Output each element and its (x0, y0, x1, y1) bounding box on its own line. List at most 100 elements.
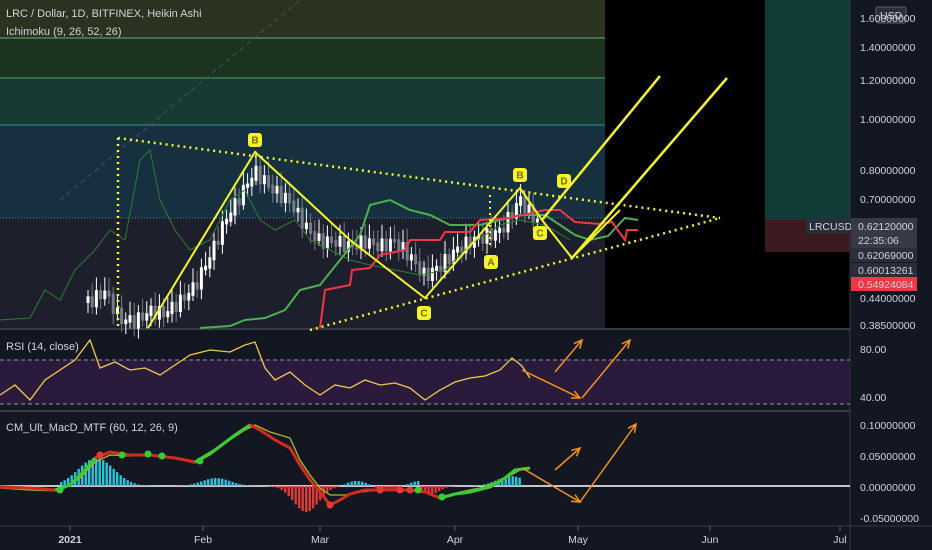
macd-histogram-bar (445, 486, 448, 488)
candle-body (321, 233, 325, 249)
macd-histogram-bar (193, 483, 196, 486)
candle-body (527, 204, 531, 214)
macd-histogram-bar (67, 478, 70, 486)
rsi-layer (0, 338, 531, 401)
candle-body (250, 177, 254, 187)
macd-histogram-bar (245, 485, 248, 486)
macd-histogram-bar (301, 486, 304, 512)
forecast-arrowhead (627, 422, 638, 433)
forecast-arrowhead (573, 338, 584, 349)
macd-histogram-bar (109, 465, 112, 486)
candle-body (519, 196, 523, 206)
macd-histogram-bar (112, 468, 115, 486)
wave-label-box (417, 306, 431, 320)
candle-body (426, 267, 430, 282)
candle-body (233, 198, 237, 216)
macd-histogram-bar (200, 481, 203, 486)
candle-body (514, 202, 518, 219)
candle-body (111, 293, 115, 315)
price-tag (851, 248, 917, 262)
candle-body (309, 222, 313, 234)
candle-body (292, 200, 296, 213)
candle-body (502, 227, 506, 233)
price-tick-label: 1.60000000 (860, 13, 916, 25)
macd-histogram-bar (60, 482, 63, 486)
candle-body (510, 212, 514, 219)
candle-body (275, 185, 279, 194)
candle-body (208, 257, 212, 269)
macd-cross-dot (438, 493, 446, 501)
macd-histogram-bar (501, 477, 504, 486)
macd-histogram-bar (95, 458, 98, 486)
macd-histogram-bar (133, 483, 136, 486)
candle-body (435, 265, 439, 271)
candle-body (115, 307, 119, 315)
macd-histogram-bar (343, 484, 346, 486)
macd-histogram-bar (91, 458, 94, 486)
candle-body (128, 315, 132, 323)
candle-body (405, 242, 409, 261)
candle-body (199, 267, 203, 290)
macd-histogram-bar (277, 486, 280, 489)
macd-cross-dot (96, 451, 104, 459)
macd-cross-dot (414, 486, 422, 494)
price-tick-label: 0.80000000 (860, 165, 916, 177)
macd-histogram-bar (361, 481, 364, 486)
currency-badge[interactable] (875, 6, 907, 24)
forecast-arrow (554, 447, 581, 471)
candle-body (86, 296, 90, 303)
macd-histogram-bar (98, 458, 101, 486)
position-profit-zone (765, 0, 850, 220)
rsi-line (0, 338, 531, 401)
currency-badge-label: USD (880, 10, 903, 22)
macd-histogram-bar (438, 486, 441, 492)
forecast-arrow (581, 339, 631, 399)
forecast-arrow (521, 369, 581, 399)
macd-histogram-bar (410, 482, 413, 486)
symbol-tag-label: LRCUSD (809, 221, 853, 233)
macd-histogram-bar (210, 478, 213, 486)
fib-zone-top (0, 0, 605, 38)
time-tick-label: Feb (194, 534, 212, 546)
time-tick-label: 2021 (58, 534, 82, 546)
candle-body (94, 290, 98, 308)
candle-body (498, 227, 502, 234)
candle-body (271, 184, 275, 194)
macd-histogram-bar (235, 483, 238, 486)
forecast-arrowhead (570, 390, 582, 399)
pattern-layer: B C B A C D (116, 75, 728, 332)
rsi-tick-label: 40.00 (860, 392, 886, 404)
candle-body (90, 296, 94, 308)
price-tick-label: 1.20000000 (860, 75, 916, 87)
candle-body (288, 192, 292, 204)
macd-histogram-bar (312, 486, 315, 509)
candle-body (103, 290, 107, 300)
candle-body (178, 294, 182, 313)
time-tick-label: May (568, 534, 589, 546)
macd-cross-dot (326, 501, 334, 509)
price-tag-label: 0.54924084 (858, 279, 914, 291)
macd-histogram-bar (182, 485, 185, 486)
macd-label: CM_Ult_MacD_MTF (60, 12, 26, 9) (6, 422, 178, 434)
rsi-label: RSI (14, close) (6, 341, 79, 353)
macd-histogram-bar (70, 475, 73, 486)
candle-body (141, 312, 145, 321)
candle-body (174, 301, 178, 313)
candle-body (367, 238, 371, 249)
macd-histogram-bar (273, 486, 276, 488)
macd-histogram-bar (203, 480, 206, 486)
macd-histogram-bar (84, 462, 87, 486)
wave-label-box (484, 255, 498, 269)
candle-body (258, 165, 262, 185)
candle-body (535, 218, 539, 223)
chart-title: LRC / Dollar, 1D, BITFINEX, Heikin Ashi (6, 8, 202, 20)
countdown-label: 22:35:06 (858, 235, 899, 247)
channel-line-1 (541, 75, 661, 221)
macd-histogram-bar (508, 476, 511, 486)
macd-histogram-bar (63, 480, 66, 486)
macd-histogram-bar (123, 478, 126, 486)
macd-histogram-bar (347, 482, 350, 486)
macd-layer (0, 423, 531, 512)
macd-histogram-bar (88, 460, 91, 486)
wave-label-box (533, 226, 547, 240)
